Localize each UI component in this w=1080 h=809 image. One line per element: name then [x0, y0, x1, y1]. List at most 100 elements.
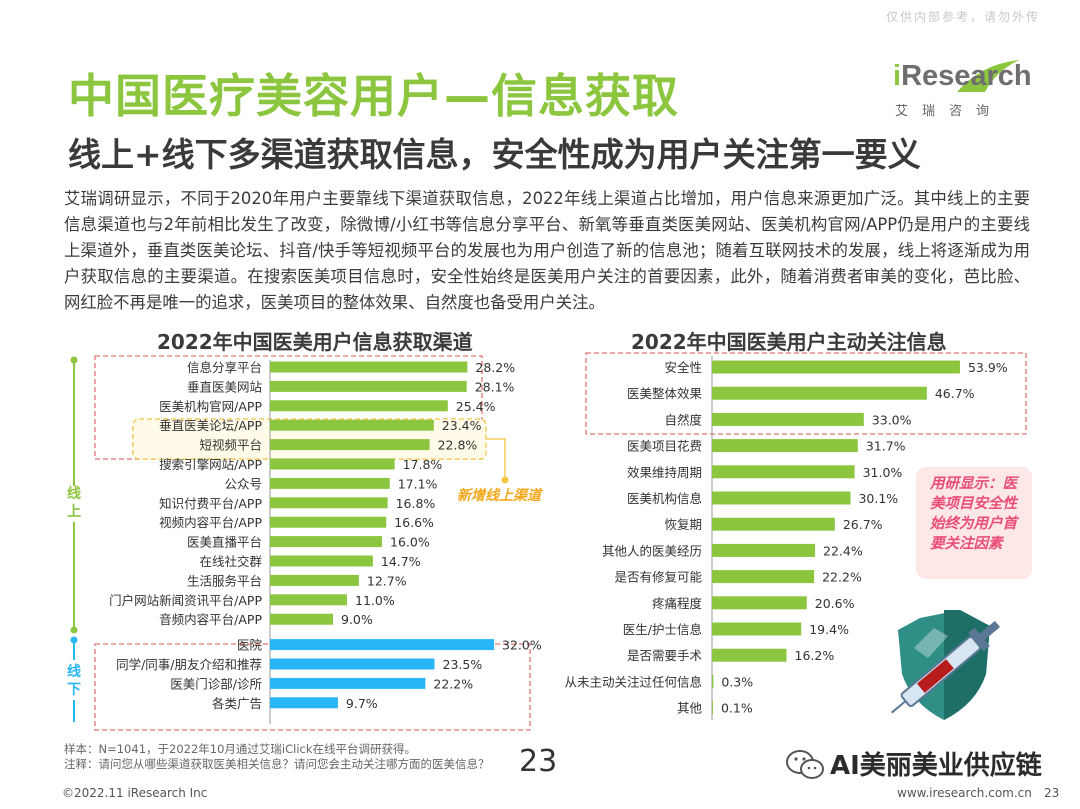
copyright: ©2022.11 iResearch Inc: [62, 786, 208, 800]
left-value-label: 9.7%: [346, 696, 378, 711]
left-category-label: 公众号: [224, 476, 262, 491]
left-value-label: 22.2%: [433, 676, 473, 691]
callout-text: 用研显示：医美项目安全性始终为用户首要关注因素: [930, 476, 1017, 552]
left-bar: [270, 697, 338, 709]
left-value-label: 11.0%: [355, 593, 395, 608]
offline-bracket-dot-top: [70, 636, 78, 644]
right-bar: [712, 360, 960, 374]
left-category-label: 生活服务平台: [187, 573, 262, 588]
logo-chinese: 艾瑞咨询: [895, 104, 1004, 119]
left-category-label: 信息分享平台: [187, 360, 262, 375]
right-value-label: 0.3%: [721, 674, 753, 689]
left-category-label: 医美机构官网/APP: [159, 399, 262, 414]
left-value-label: 16.6%: [394, 515, 434, 530]
left-value-label: 22.8%: [438, 438, 478, 453]
logo-swoosh-icon: [957, 60, 1019, 92]
new-channel-tag: 新增线上渠道: [457, 488, 541, 504]
right-bar: [712, 648, 787, 662]
left-bar: [270, 380, 467, 392]
left-bar: [270, 639, 494, 651]
left-bar: [270, 594, 347, 606]
right-value-label: 22.2%: [822, 570, 862, 585]
left-value-label: 17.8%: [403, 457, 443, 472]
left-value-label: 12.7%: [367, 573, 407, 588]
left-category-label: 医院: [237, 638, 263, 653]
left-value-label: 23.5%: [443, 657, 483, 672]
sample-note: 样本：N=1041，于2022年10月通过艾瑞iClick在线平台调研获得。: [64, 742, 416, 756]
left-bar: [270, 613, 333, 625]
online-label-2: 上: [67, 504, 81, 520]
left-category-label: 医美门诊部/诊所: [170, 676, 262, 691]
right-bar: [712, 570, 815, 584]
left-category-label: 同学/同事/朋友介绍和推荐: [116, 657, 262, 672]
left-category-label: 垂直医美网站: [187, 379, 262, 394]
right-value-label: 33.0%: [872, 412, 912, 427]
left-bar: [270, 516, 387, 528]
left-category-label: 各类广告: [212, 696, 262, 711]
right-category-label: 其他: [677, 701, 703, 716]
right-category-label: 医美机构信息: [627, 491, 702, 506]
left-value-label: 9.0%: [341, 612, 373, 627]
right-bar: [712, 596, 807, 610]
left-bar: [270, 677, 426, 689]
right-category-label: 医美整体效果: [627, 386, 703, 401]
right-bar: [712, 386, 927, 400]
question-note: 注释：请问您从哪些渠道获取医美相关信息？请问您会主动关注哪方面的医美信息？: [64, 757, 490, 771]
right-bar: [712, 517, 835, 531]
right-value-label: 31.0%: [863, 465, 903, 480]
right-bar: [712, 439, 858, 453]
right-value-label: 30.1%: [858, 491, 898, 506]
right-value-label: 26.7%: [843, 517, 883, 532]
website-url[interactable]: www.iresearch.com.cn: [897, 786, 1032, 800]
right-category-label: 安全性: [664, 360, 702, 375]
right-category-label: 疼痛程度: [652, 596, 703, 611]
right-category-label: 是否有修复可能: [614, 570, 702, 585]
right-bar: [712, 465, 855, 479]
online-label-1: 线: [67, 485, 81, 502]
wechat-account-name: AI美丽美业供应链: [830, 751, 1042, 781]
shield-syringe-icon: [891, 610, 1001, 720]
callout-box: [916, 467, 1032, 579]
right-bar: [712, 543, 816, 557]
right-bar: [712, 491, 851, 505]
left-value-label: 28.2%: [475, 360, 515, 375]
left-bar: [270, 477, 390, 489]
left-category-label: 垂直医美论坛/APP: [159, 418, 262, 433]
right-category-label: 自然度: [664, 412, 702, 427]
left-bar: [270, 361, 468, 373]
left-bar: [270, 658, 435, 670]
left-bar: [270, 574, 359, 586]
right-category-label: 效果维持周期: [627, 465, 702, 480]
left-category-label: 在线社交群: [199, 554, 262, 569]
right-top3-highlight: [585, 352, 1027, 435]
left-bar: [270, 419, 434, 431]
right-category-label: 其他人的医美经历: [602, 543, 702, 558]
left-value-label: 25.4%: [456, 399, 496, 414]
right-value-label: 0.1%: [721, 701, 753, 716]
right-value-label: 16.2%: [795, 648, 835, 663]
wechat-icon: [786, 750, 824, 779]
left-category-label: 门户网站新闻资讯平台/APP: [109, 593, 262, 608]
left-bar: [270, 497, 388, 509]
right-bar: [712, 412, 864, 426]
new-channel-dot: [501, 476, 509, 484]
right-category-label: 医美项目花费: [627, 439, 702, 454]
right-bar: [712, 622, 802, 636]
right-category-label: 恢复期: [664, 517, 702, 532]
online-bracket-dot-bottom: [70, 626, 78, 634]
iresearch-logo: iResearch 艾瑞咨询: [893, 60, 1032, 120]
confidential-watermark: 仅供内部参考，请勿外传: [885, 10, 1040, 24]
left-category-label: 视频内容平台/APP: [159, 515, 262, 530]
left-category-label: 短视频平台: [199, 438, 262, 453]
left-bar: [270, 458, 395, 470]
right-value-label: 46.7%: [935, 386, 975, 401]
right-value-label: 31.7%: [866, 439, 906, 454]
left-category-label: 音频内容平台/APP: [159, 612, 262, 627]
left-bar: [270, 555, 373, 567]
left-value-label: 23.4%: [442, 418, 482, 433]
left-value-label: 17.1%: [398, 476, 438, 491]
left-value-label: 32.0%: [502, 638, 542, 653]
left-value-label: 16.8%: [396, 496, 436, 511]
